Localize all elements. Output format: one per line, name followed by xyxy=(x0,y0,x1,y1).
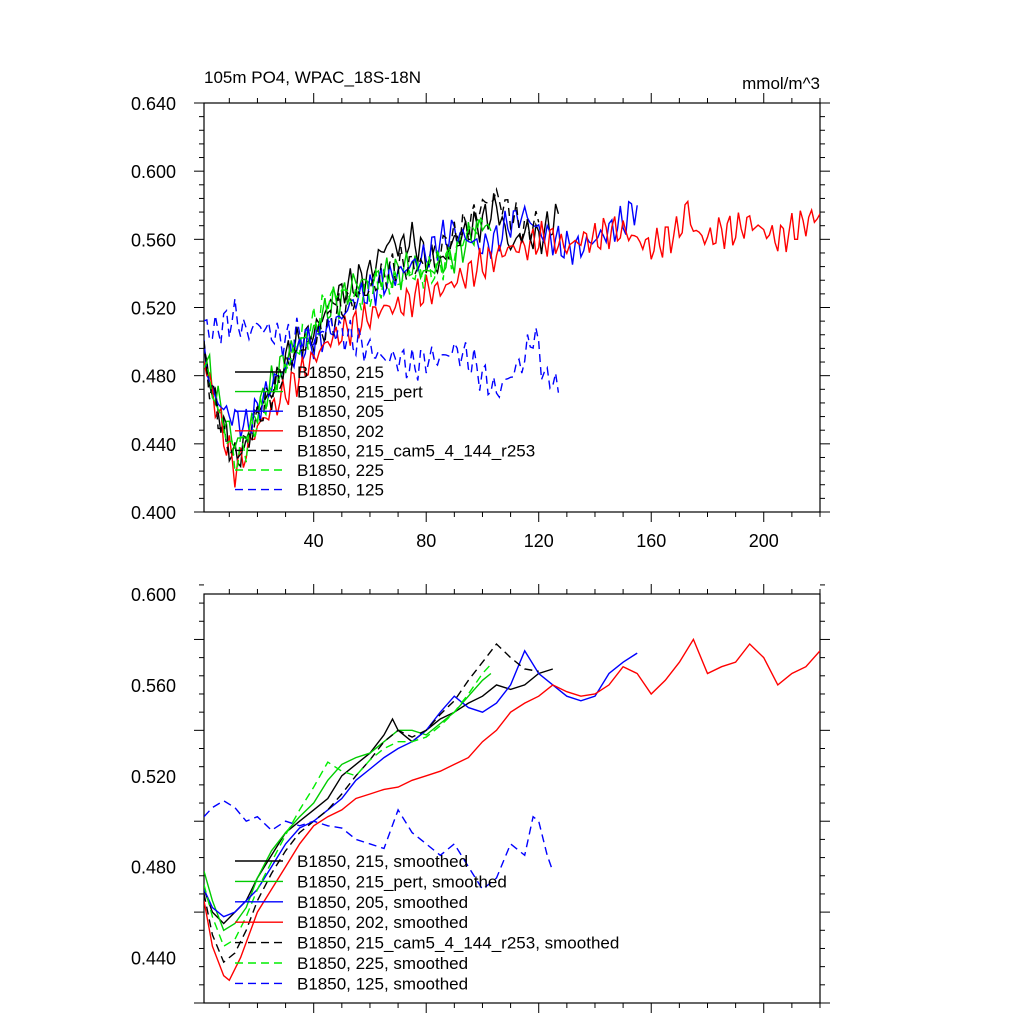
x-axis: 40 80 120 160 200 xyxy=(228,93,821,551)
top-panel: 40 80 120 160 2000.4000.4400.4800.5200.5600.… xyxy=(131,68,830,551)
y-tick-label: 0.400 xyxy=(131,503,176,523)
chart-title: 105m PO4, WPAC_18S-18N xyxy=(204,68,421,87)
legend-label: B1850, 215_cam5_4_144_r253 xyxy=(297,441,535,460)
series-line xyxy=(204,219,492,450)
y-axis: 0.440 0.480 0.520 0.560 0.600 xyxy=(131,584,830,1004)
series-line xyxy=(204,672,492,932)
legend-label: B1850, 225 xyxy=(297,461,384,480)
legend-label: B1850, 205, smoothed xyxy=(297,893,468,912)
x-tick-label: 200 xyxy=(749,531,779,551)
series-line xyxy=(204,213,484,473)
y-tick-label: 0.560 xyxy=(131,230,176,250)
y-axis: 0.400 0.440 0.480 0.520 0.560 0.600 0.640 xyxy=(131,94,830,523)
legend-label: B1850, 215_cam5_4_144_r253, smoothed xyxy=(297,934,619,953)
y-tick-label: 0.560 xyxy=(131,676,176,696)
legend-label: B1850, 202 xyxy=(297,422,384,441)
legend-label: B1850, 225, smoothed xyxy=(297,954,468,973)
y-tick-label: 0.520 xyxy=(131,299,176,319)
series-line xyxy=(204,668,554,925)
legend-label: B1850, 125 xyxy=(297,481,384,500)
x-tick-label: 80 xyxy=(416,531,436,551)
y-tick-label: 0.440 xyxy=(131,435,176,455)
series-line xyxy=(204,186,540,459)
plot-frame xyxy=(203,593,821,1004)
y-tick-label: 0.640 xyxy=(131,94,176,114)
series-line xyxy=(204,642,539,964)
series-line xyxy=(204,199,820,488)
y-tick-label: 0.480 xyxy=(131,858,176,878)
legend-label: B1850, 215_pert, smoothed xyxy=(297,872,507,891)
y-tick-label: 0.600 xyxy=(131,585,176,605)
series-group xyxy=(204,186,820,488)
y-tick-label: 0.440 xyxy=(131,949,176,969)
bottom-panel: 0.440 0.480 0.520 0.560 0.600 B1850, 215, smo… xyxy=(131,584,830,1013)
x-axis xyxy=(228,584,821,1013)
legend-label: B1850, 215_pert xyxy=(297,383,423,402)
y-tick-label: 0.600 xyxy=(131,162,176,182)
units-label: mmol/m^3 xyxy=(742,74,820,93)
legend-label: B1850, 215, smoothed xyxy=(297,852,468,871)
series-line xyxy=(204,799,554,891)
y-tick-label: 0.480 xyxy=(131,367,176,387)
series-line xyxy=(204,298,560,399)
series-line xyxy=(204,637,820,982)
series-line xyxy=(204,663,492,948)
y-tick-label: 0.520 xyxy=(131,767,176,787)
x-tick-label: 40 xyxy=(304,531,324,551)
legend-label: B1850, 125, smoothed xyxy=(297,974,468,993)
legend-label: B1850, 215 xyxy=(297,363,384,382)
x-tick-label: 120 xyxy=(524,531,554,551)
legend-label: B1850, 205 xyxy=(297,402,384,421)
x-tick-label: 160 xyxy=(636,531,666,551)
legend-label: B1850, 202, smoothed xyxy=(297,913,468,932)
